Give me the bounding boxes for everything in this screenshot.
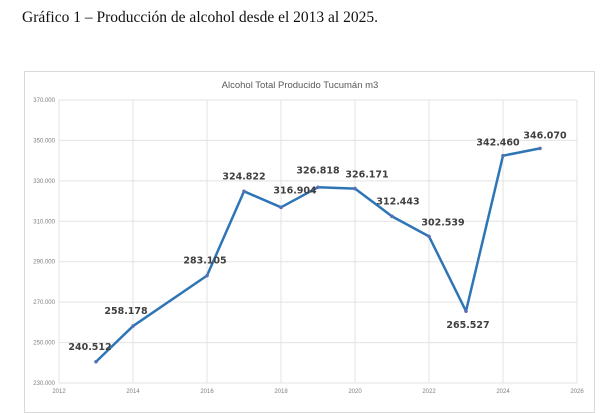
data-point (242, 189, 246, 194)
data-point (501, 153, 505, 158)
x-tick-label: 2026 (570, 389, 584, 395)
data-label: 324.822 (222, 171, 265, 182)
x-tick-label: 2018 (274, 389, 288, 395)
data-label: 283.105 (183, 256, 226, 267)
data-label: 342.460 (476, 138, 520, 149)
data-label: 326.171 (345, 170, 388, 181)
y-tick-label: 230.000 (33, 381, 55, 387)
data-point (279, 205, 283, 210)
chart-title: Alcohol Total Producido Tucumán m3 (222, 80, 379, 91)
data-point (538, 146, 542, 151)
data-label: 346.070 (523, 130, 567, 141)
data-label: 316.904 (273, 185, 317, 196)
data-point (390, 214, 394, 219)
data-label: 265.527 (446, 320, 489, 331)
data-point (94, 359, 98, 364)
data-point (205, 273, 209, 278)
y-tick-label: 290.000 (33, 260, 55, 266)
data-label: 312.443 (376, 196, 419, 207)
y-tick-label: 370.000 (33, 98, 55, 104)
data-label: 326.818 (296, 165, 340, 176)
x-tick-label: 2022 (422, 389, 436, 395)
data-line (95, 147, 541, 363)
x-tick-label: 2016 (200, 389, 214, 395)
x-tick-label: 2012 (52, 389, 66, 395)
x-tick-label: 2020 (348, 389, 362, 395)
data-point (464, 309, 468, 313)
chart-container (24, 71, 595, 413)
y-tick-label: 310.000 (33, 219, 55, 225)
y-tick-label: 330.000 (33, 179, 55, 185)
line-chart: 230.000 250.000 270.000 290.000 310.000 330.0… (33, 80, 584, 395)
data-point (427, 234, 431, 239)
y-tick-label: 250.000 (33, 341, 55, 347)
x-tick-label: 2014 (126, 389, 140, 395)
data-label: 258.178 (104, 306, 148, 317)
data-point (316, 185, 320, 190)
data-label: 302.539 (421, 217, 464, 228)
data-point (353, 186, 357, 191)
y-tick-label: 350.000 (33, 138, 55, 144)
data-label: 240.512 (68, 342, 111, 353)
data-point (131, 324, 135, 328)
y-tick-label: 270.000 (33, 300, 55, 306)
document-caption: Gráfico 1 – Producción de alcohol desde … (22, 9, 378, 26)
x-tick-label: 2024 (496, 389, 510, 395)
